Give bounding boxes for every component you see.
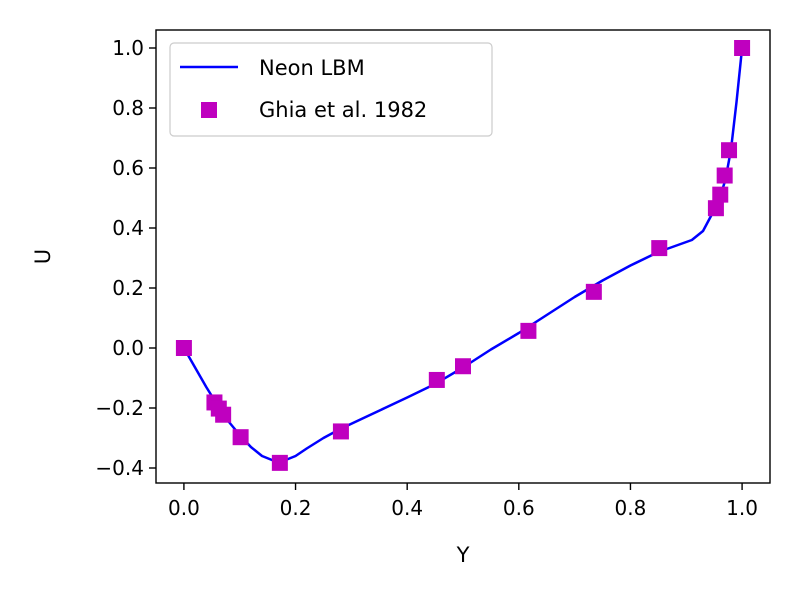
data-point-ghia: [271, 454, 288, 471]
x-tick-label: 0.4: [391, 496, 423, 520]
x-axis: 0.0 0.2 0.4 0.6 0.8 1.0: [168, 483, 758, 520]
y-axis-label: U: [31, 249, 55, 264]
data-point-ghia: [520, 322, 537, 339]
legend-box: [169, 42, 493, 137]
legend-label-ghia: Ghia et al. 1982: [259, 98, 427, 122]
x-tick-label: 0.6: [503, 496, 535, 520]
data-point-ghia: [712, 186, 729, 203]
y-tick-label: 0.2: [112, 276, 144, 300]
data-point-ghia: [721, 142, 738, 159]
x-tick-label: 0.8: [615, 496, 647, 520]
x-tick-label: 0.0: [168, 496, 200, 520]
y-tick-label: 0.0: [112, 336, 144, 360]
y-tick-label: 0.8: [112, 96, 144, 120]
plot-frame: [155, 29, 771, 484]
data-point-ghia: [428, 371, 445, 388]
y-tick-label: 1.0: [112, 36, 144, 60]
legend-label-neon-lbm: Neon LBM: [259, 56, 365, 80]
data-point-ghia: [215, 406, 232, 423]
y-tick-label: 0.4: [112, 216, 144, 240]
legend-swatch-ghia: [201, 102, 217, 118]
data-point-ghia: [707, 200, 724, 217]
data-point-ghia: [716, 167, 733, 184]
data-point-ghia: [232, 429, 249, 446]
y-tick-label: −0.4: [95, 456, 144, 480]
legend: Neon LBM Ghia et al. 1982: [169, 42, 493, 137]
data-point-ghia: [651, 240, 668, 257]
data-point-ghia: [455, 358, 471, 375]
x-axis-label: Y: [456, 543, 470, 567]
x-tick-label: 1.0: [726, 496, 758, 520]
y-tick-label: −0.2: [95, 396, 144, 420]
data-point-ghia: [585, 283, 602, 300]
series-layer: [175, 40, 751, 471]
y-tick-label: 0.6: [112, 156, 144, 180]
y-axis: −0.4 −0.2 0.0 0.2 0.4 0.6 0.8 1.0: [95, 36, 156, 480]
data-point-ghia: [332, 423, 349, 440]
data-point-ghia: [175, 340, 192, 356]
x-tick-label: 0.2: [280, 496, 312, 520]
data-point-ghia: [734, 40, 751, 56]
